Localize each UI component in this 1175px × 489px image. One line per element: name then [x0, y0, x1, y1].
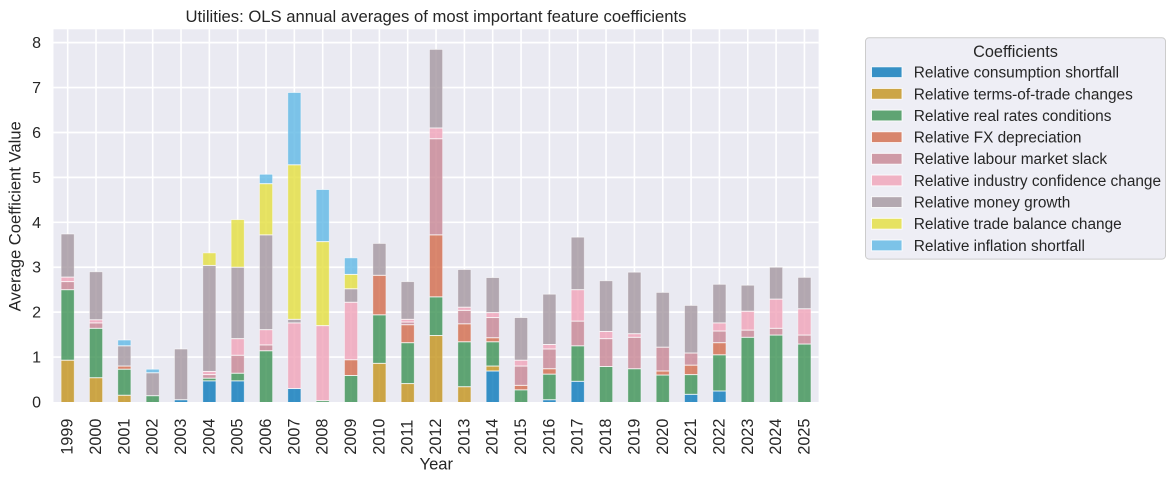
svg-text:2021: 2021 — [682, 419, 700, 455]
svg-text:Relative terms-of-trade change: Relative terms-of-trade changes — [914, 86, 1133, 103]
svg-text:2004: 2004 — [200, 419, 218, 455]
svg-text:Relative money growth: Relative money growth — [914, 195, 1071, 212]
svg-text:2013: 2013 — [455, 419, 473, 455]
svg-text:Relative trade balance change: Relative trade balance change — [914, 216, 1122, 233]
svg-text:2015: 2015 — [512, 419, 530, 455]
svg-text:6: 6 — [32, 125, 41, 142]
svg-text:Year: Year — [420, 455, 454, 474]
svg-text:2011: 2011 — [399, 420, 417, 455]
svg-text:2000: 2000 — [87, 419, 105, 455]
svg-text:2003: 2003 — [172, 419, 190, 455]
svg-text:2007: 2007 — [285, 419, 303, 455]
svg-text:8: 8 — [32, 35, 41, 52]
svg-text:Relative consumption shortfall: Relative consumption shortfall — [914, 65, 1119, 82]
svg-text:2010: 2010 — [370, 419, 388, 455]
svg-text:5: 5 — [32, 170, 41, 187]
svg-text:2012: 2012 — [427, 419, 445, 455]
svg-text:Average Coefficient Value: Average Coefficient Value — [6, 121, 25, 311]
svg-text:2018: 2018 — [597, 419, 615, 455]
svg-text:Utilities: OLS annual averages: Utilities: OLS annual averages of most i… — [185, 7, 686, 26]
svg-text:Relative labour market slack: Relative labour market slack — [914, 151, 1108, 168]
svg-text:2005: 2005 — [229, 419, 247, 455]
svg-text:Relative real rates conditions: Relative real rates conditions — [914, 108, 1112, 125]
svg-text:2009: 2009 — [342, 419, 360, 455]
svg-text:1999: 1999 — [59, 419, 77, 455]
svg-text:0: 0 — [32, 395, 41, 412]
svg-text:7: 7 — [32, 80, 41, 97]
svg-text:2025: 2025 — [795, 419, 813, 455]
svg-text:Relative industry confidence c: Relative industry confidence change — [914, 173, 1161, 190]
svg-text:Coefficients: Coefficients — [973, 43, 1058, 61]
svg-text:3: 3 — [32, 260, 41, 277]
svg-text:4: 4 — [32, 215, 41, 232]
svg-text:2019: 2019 — [625, 419, 643, 455]
svg-text:2017: 2017 — [569, 419, 587, 455]
svg-text:2001: 2001 — [115, 419, 133, 455]
svg-text:Relative inflation shortfall: Relative inflation shortfall — [914, 238, 1085, 255]
svg-text:2016: 2016 — [540, 419, 558, 455]
svg-text:2: 2 — [32, 305, 41, 322]
svg-text:2024: 2024 — [767, 419, 785, 455]
svg-text:2023: 2023 — [739, 419, 757, 455]
svg-text:2006: 2006 — [257, 419, 275, 455]
svg-text:2022: 2022 — [710, 419, 728, 455]
svg-text:1: 1 — [32, 350, 41, 367]
svg-text:2014: 2014 — [484, 419, 502, 455]
svg-text:2008: 2008 — [314, 419, 332, 455]
svg-text:2002: 2002 — [144, 419, 162, 455]
svg-text:Relative FX depreciation: Relative FX depreciation — [914, 130, 1082, 147]
svg-text:2020: 2020 — [654, 419, 672, 455]
